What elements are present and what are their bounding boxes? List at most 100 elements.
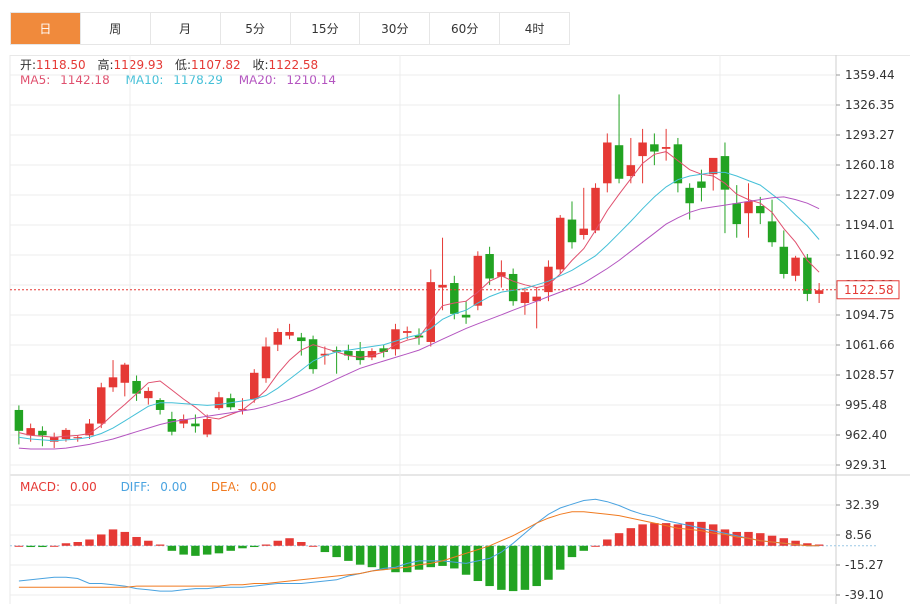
ma20-readout: MA20: 1210.14 <box>239 73 342 87</box>
ma20-label: MA20: <box>238 73 277 87</box>
dea-readout-item: DEA: 0.00 <box>211 480 287 494</box>
dea-line <box>18 511 820 588</box>
macd-bar <box>344 545 353 561</box>
close-label: 收: <box>252 58 269 72</box>
macd-bar <box>191 545 200 556</box>
macd-bar <box>626 528 636 546</box>
macd-bar <box>414 545 424 570</box>
macd-bar <box>650 523 659 546</box>
macd-bar <box>402 545 412 573</box>
macd-bar <box>508 545 518 592</box>
macd-label: MACD: <box>20 480 61 494</box>
tab-1[interactable]: 周 <box>81 13 151 44</box>
main-chart-border <box>10 55 910 475</box>
ma5-readout: MA5: 1142.18 <box>20 73 116 87</box>
ma-readout: MA5: 1142.18 MA10: 1178.29 MA20: 1210.14 <box>20 73 348 87</box>
macd-bar <box>108 529 118 546</box>
macd-bar <box>155 544 165 546</box>
macd-bar <box>603 539 612 546</box>
dea-value: 0.00 <box>249 480 277 494</box>
ohlc-readout: 开:1118.50 高:1129.93 低:1107.82 收:1122.58 <box>20 56 326 73</box>
tab-5[interactable]: 30分 <box>360 13 431 44</box>
macd-bar <box>532 545 541 587</box>
macd-bar <box>355 545 365 565</box>
high-label: 高: <box>97 58 114 72</box>
close-value: 1122.58 <box>268 58 319 72</box>
macd-tick-label: 32.39 <box>845 498 879 512</box>
macd-bar <box>591 545 600 547</box>
macd-bar <box>426 545 436 568</box>
tab-4[interactable]: 15分 <box>291 13 361 44</box>
open-label: 开: <box>20 58 37 72</box>
tab-2[interactable]: 月 <box>151 13 221 44</box>
tab-7[interactable]: 4时 <box>524 22 545 36</box>
macd-bar <box>520 545 530 590</box>
macd-bar <box>214 545 224 554</box>
open-value: 1118.50 <box>36 58 86 72</box>
macd-bar <box>73 541 82 546</box>
macd-bar <box>144 540 153 546</box>
macd-bar <box>720 529 730 546</box>
macd-bar <box>461 545 471 575</box>
tab-6[interactable]: 60分 <box>430 13 501 44</box>
macd-bar <box>579 545 588 551</box>
macd-bar <box>450 545 459 569</box>
diff-label: DIFF: <box>120 480 151 494</box>
macd-bar <box>544 545 553 580</box>
high-value: 1129.93 <box>113 58 164 72</box>
macd-bar <box>708 524 718 546</box>
ma10-value: 1178.29 <box>173 73 223 87</box>
macd-readout: MACD: 0.00 DIFF: 0.00 DEA: 0.00 <box>20 480 296 494</box>
macd-bar <box>497 545 506 590</box>
macd-bar <box>85 539 94 546</box>
macd-bar <box>697 521 706 546</box>
macd-bar <box>379 545 388 570</box>
macd-bar <box>367 545 377 568</box>
macd-bar <box>814 544 824 546</box>
macd-bar <box>49 545 59 547</box>
macd-bar <box>167 545 177 551</box>
macd-bar <box>673 524 683 546</box>
macd-value: 0.00 <box>70 480 97 494</box>
ma5-value: 1142.18 <box>60 73 110 87</box>
macd-tick-label: -39.10 <box>845 588 884 602</box>
macd-bar <box>661 523 671 546</box>
macd-bar <box>97 534 106 546</box>
macd-bar <box>473 545 483 582</box>
macd-bar <box>614 533 624 546</box>
dea-label: DEA: <box>210 480 240 494</box>
macd-bar <box>756 533 765 546</box>
macd-tick-label: 8.56 <box>845 528 872 542</box>
macd-bar <box>791 540 800 546</box>
macd-bar <box>320 545 330 553</box>
low-value: 1107.82 <box>191 58 241 72</box>
macd-bar <box>438 545 447 566</box>
macd-bar <box>555 545 565 570</box>
period-tab-bar: 日周月 5分 15分 30分 60分 4时 <box>10 12 570 45</box>
macd-bar <box>38 545 47 548</box>
macd-bar <box>120 531 130 546</box>
diff-readout-item: DIFF: 0.00 <box>121 480 197 494</box>
diff-line <box>18 498 820 592</box>
macd-bar <box>767 535 777 546</box>
macd-bar <box>14 545 24 547</box>
low-label: 低: <box>175 58 192 72</box>
macd-bar <box>238 545 247 549</box>
macd-bar <box>803 543 812 546</box>
macd-bar <box>567 545 577 558</box>
macd-bar <box>61 543 71 546</box>
macd-bar <box>308 545 318 547</box>
macd-bar <box>261 544 271 546</box>
ma10-readout: MA10: 1178.29 <box>126 73 229 87</box>
macd-bar <box>744 531 753 546</box>
macd-bar <box>297 541 306 546</box>
ma5-label: MA5: <box>20 73 51 87</box>
macd-bar <box>250 545 259 548</box>
macd-bar <box>332 545 341 558</box>
tab-3[interactable]: 5分 <box>221 13 291 44</box>
macd-bar <box>732 531 741 546</box>
tab-0[interactable]: 日 <box>11 13 81 44</box>
macd-tick-label: -15.27 <box>845 558 884 572</box>
macd-bar <box>391 545 400 573</box>
macd-bar <box>132 536 141 546</box>
